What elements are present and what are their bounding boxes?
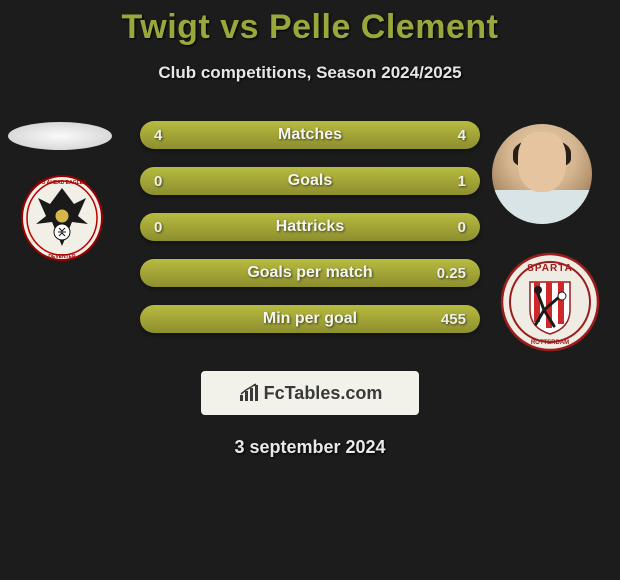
stat-label: Goals per match (247, 264, 372, 282)
brand-box[interactable]: FcTables.com (201, 371, 419, 415)
brand-text: FcTables.com (264, 383, 383, 404)
stat-label: Goals (288, 172, 332, 190)
stat-rows: 4 Matches 4 0 Goals 1 0 Hattricks 0 Goals per mat… (140, 121, 480, 351)
stat-row: Min per goal 455 (140, 305, 480, 333)
stat-row: 4 Matches 4 (140, 121, 480, 149)
page-title: Twigt vs Pelle Clement (0, 0, 620, 47)
stat-right-value: 0 (458, 219, 466, 236)
stat-row: 0 Goals 1 (140, 167, 480, 195)
stat-label: Hattricks (276, 218, 344, 236)
stat-label: Matches (278, 126, 342, 144)
stat-right-value: 1 (458, 173, 466, 190)
date-line: 3 september 2024 (0, 437, 620, 458)
bar-chart-icon (238, 383, 262, 403)
stat-left-value: 0 (154, 173, 162, 190)
stats-area: 4 Matches 4 0 Goals 1 0 Hattricks 0 Goals per mat… (0, 121, 620, 357)
stat-left-value: 0 (154, 219, 162, 236)
stat-row: 0 Hattricks 0 (140, 213, 480, 241)
stat-row: Goals per match 0.25 (140, 259, 480, 287)
stat-left-value: 4 (154, 127, 162, 144)
stat-right-value: 0.25 (437, 265, 466, 282)
stat-right-value: 455 (441, 311, 466, 328)
stat-label: Min per goal (263, 310, 357, 328)
stat-right-value: 4 (458, 127, 466, 144)
subtitle: Club competitions, Season 2024/2025 (0, 63, 620, 83)
